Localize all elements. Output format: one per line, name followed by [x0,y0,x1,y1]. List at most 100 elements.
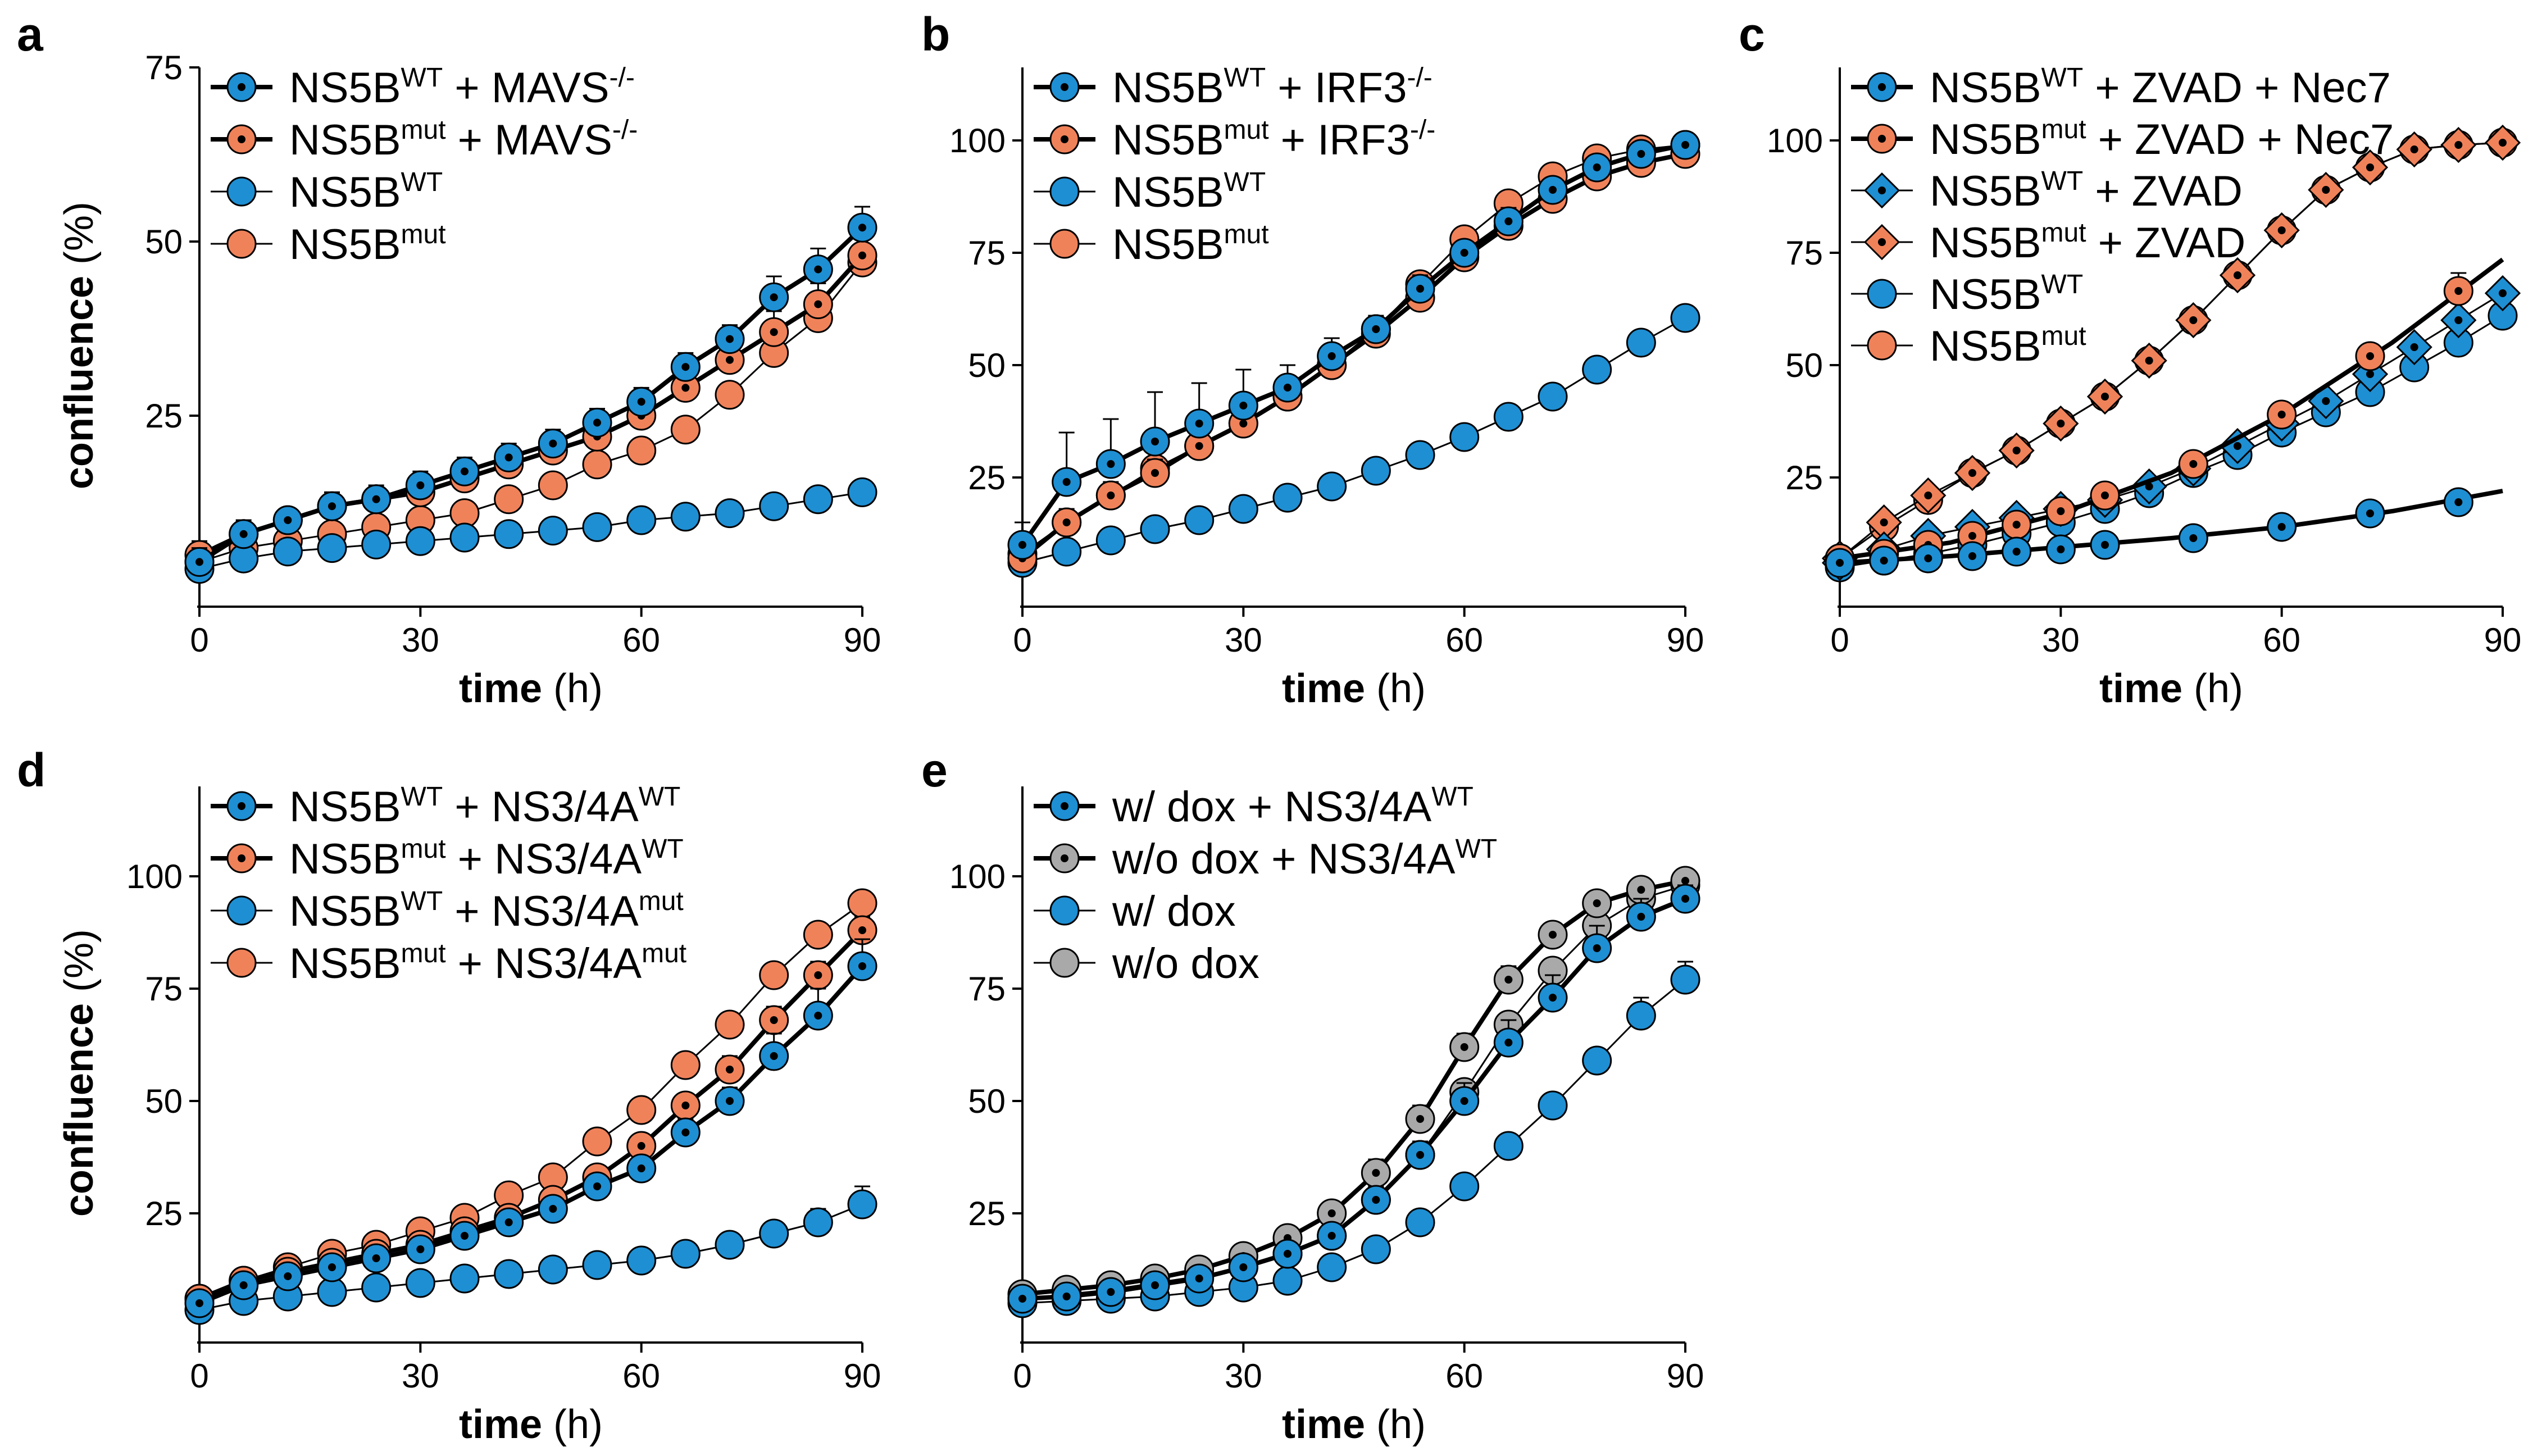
data-point [1493,1131,1524,1161]
data-point-dot [1924,554,1932,562]
legend-entry: w/ dox [1112,888,1236,935]
series-line [1839,142,2503,559]
data-point [626,1245,657,1276]
series-line [1021,152,1686,561]
legend-sup: WT [1455,834,1497,864]
data-point [626,435,657,466]
data-point-dot [858,962,866,970]
legend-text: NS5B [289,116,401,164]
legend-text: NS5B [1930,167,2041,215]
series-line [1022,897,1686,1301]
legend: NS5BWT + IRF3-/-NS5Bmut + IRF3-/-NS5BWTN… [1034,63,1435,269]
data-point-dot [195,1299,203,1307]
data-point-dot [2410,343,2418,351]
data-point [449,1263,480,1294]
data-point [317,533,347,563]
data-point [1493,402,1524,432]
data-point [449,522,480,553]
x-axis-label-unit: (h) [542,666,603,711]
y-tick-label: 25 [968,1195,1006,1232]
data-point [759,491,789,521]
legend-sup: WT [401,167,443,197]
y-tick-label: 50 [1785,347,1823,384]
data-point-dot [461,1232,469,1240]
data-point-dot [1107,460,1115,468]
legend-text: NS5B [289,783,401,831]
data-point-dot [461,467,469,476]
legend-sup: WT [2041,270,2084,299]
data-point [405,526,435,556]
data-point-dot [1239,1263,1248,1271]
legend-entry: w/ dox + NS3/4AWT [1112,782,1474,831]
legend-entry: w/o dox + NS3/4AWT [1112,834,1497,883]
data-point-dot [1107,1288,1115,1296]
legend-entry: NS5BWT [289,167,443,216]
data-point-dot [814,971,822,979]
data-point-dot [504,453,513,462]
legend-sup2: -/- [1410,115,1435,145]
legend-entry: NS5BWT + NS3/4AWT [289,782,680,831]
legend-sup: WT [1431,782,1474,812]
legend-sup: mut [401,220,446,249]
x-tick-label: 60 [1445,621,1483,659]
data-point [670,1050,701,1080]
legend-text-rest: + IRF3 [1266,64,1407,112]
data-point [361,1272,392,1303]
data-point [1538,381,1568,412]
legend-sup: WT [1224,167,1266,197]
data-point-dot [1327,1209,1336,1217]
legend-text: NS5B [1930,322,2041,370]
data-point [1140,514,1170,544]
series-1 [1825,487,2503,578]
series-line [199,491,863,570]
data-point-dot [1107,492,1115,499]
x-tick-label: 30 [402,621,439,659]
legend-text-rest: + NS3/4A [446,835,642,883]
x-axis-label: time (h) [2099,666,2243,711]
data-point-dot [2410,145,2418,153]
data-point-dot [2454,498,2463,506]
data-point [803,1207,833,1237]
data-point-dot [2101,492,2109,499]
x-axis-label-unit: (h) [542,1402,603,1447]
data-point-dot [726,356,734,364]
data-point-dot [1504,976,1513,984]
data-point [1670,303,1700,333]
y-tick-label: 25 [145,1195,183,1232]
data-point [803,920,833,950]
data-point-dot [1968,532,1976,540]
data-point-dot [1018,1295,1026,1303]
data-point-dot [195,558,203,566]
data-point-dot [2012,521,2021,529]
series-line [1839,257,2504,561]
data-point [670,1239,701,1269]
x-tick-label: 90 [1667,621,1704,659]
data-point [494,1259,524,1289]
data-point [1449,1171,1480,1202]
x-tick-label: 90 [2484,621,2522,659]
y-axis-label-unit: (%) [57,202,102,276]
legend-marker-dot [1878,186,1886,194]
series-4 [1821,124,2521,577]
y-tick-label: 50 [145,1082,183,1120]
data-point-dot [1151,469,1159,477]
legend-text: w/o dox + NS3/4A [1112,835,1456,883]
data-point-dot [2322,397,2330,405]
data-point [803,484,833,515]
data-point-dot [2101,541,2109,549]
data-point-dot [2366,370,2374,378]
x-tick-label: 60 [622,621,660,659]
legend-text: NS5B [1112,116,1224,164]
y-axis-label-unit: (%) [57,929,102,1003]
legend-text: NS5B [289,169,401,216]
data-point-dot [1284,1250,1292,1258]
legend-text: w/o dox [1112,940,1259,988]
data-point-dot [1637,150,1645,158]
series-line [198,929,864,1301]
legend-text: NS5B [1930,116,2041,163]
legend-marker [1867,279,1897,309]
y-tick-label: 25 [145,397,183,435]
legend-sup2: mut [639,886,684,916]
legend-entry: NS5Bmut + NS3/4AWT [289,834,684,883]
